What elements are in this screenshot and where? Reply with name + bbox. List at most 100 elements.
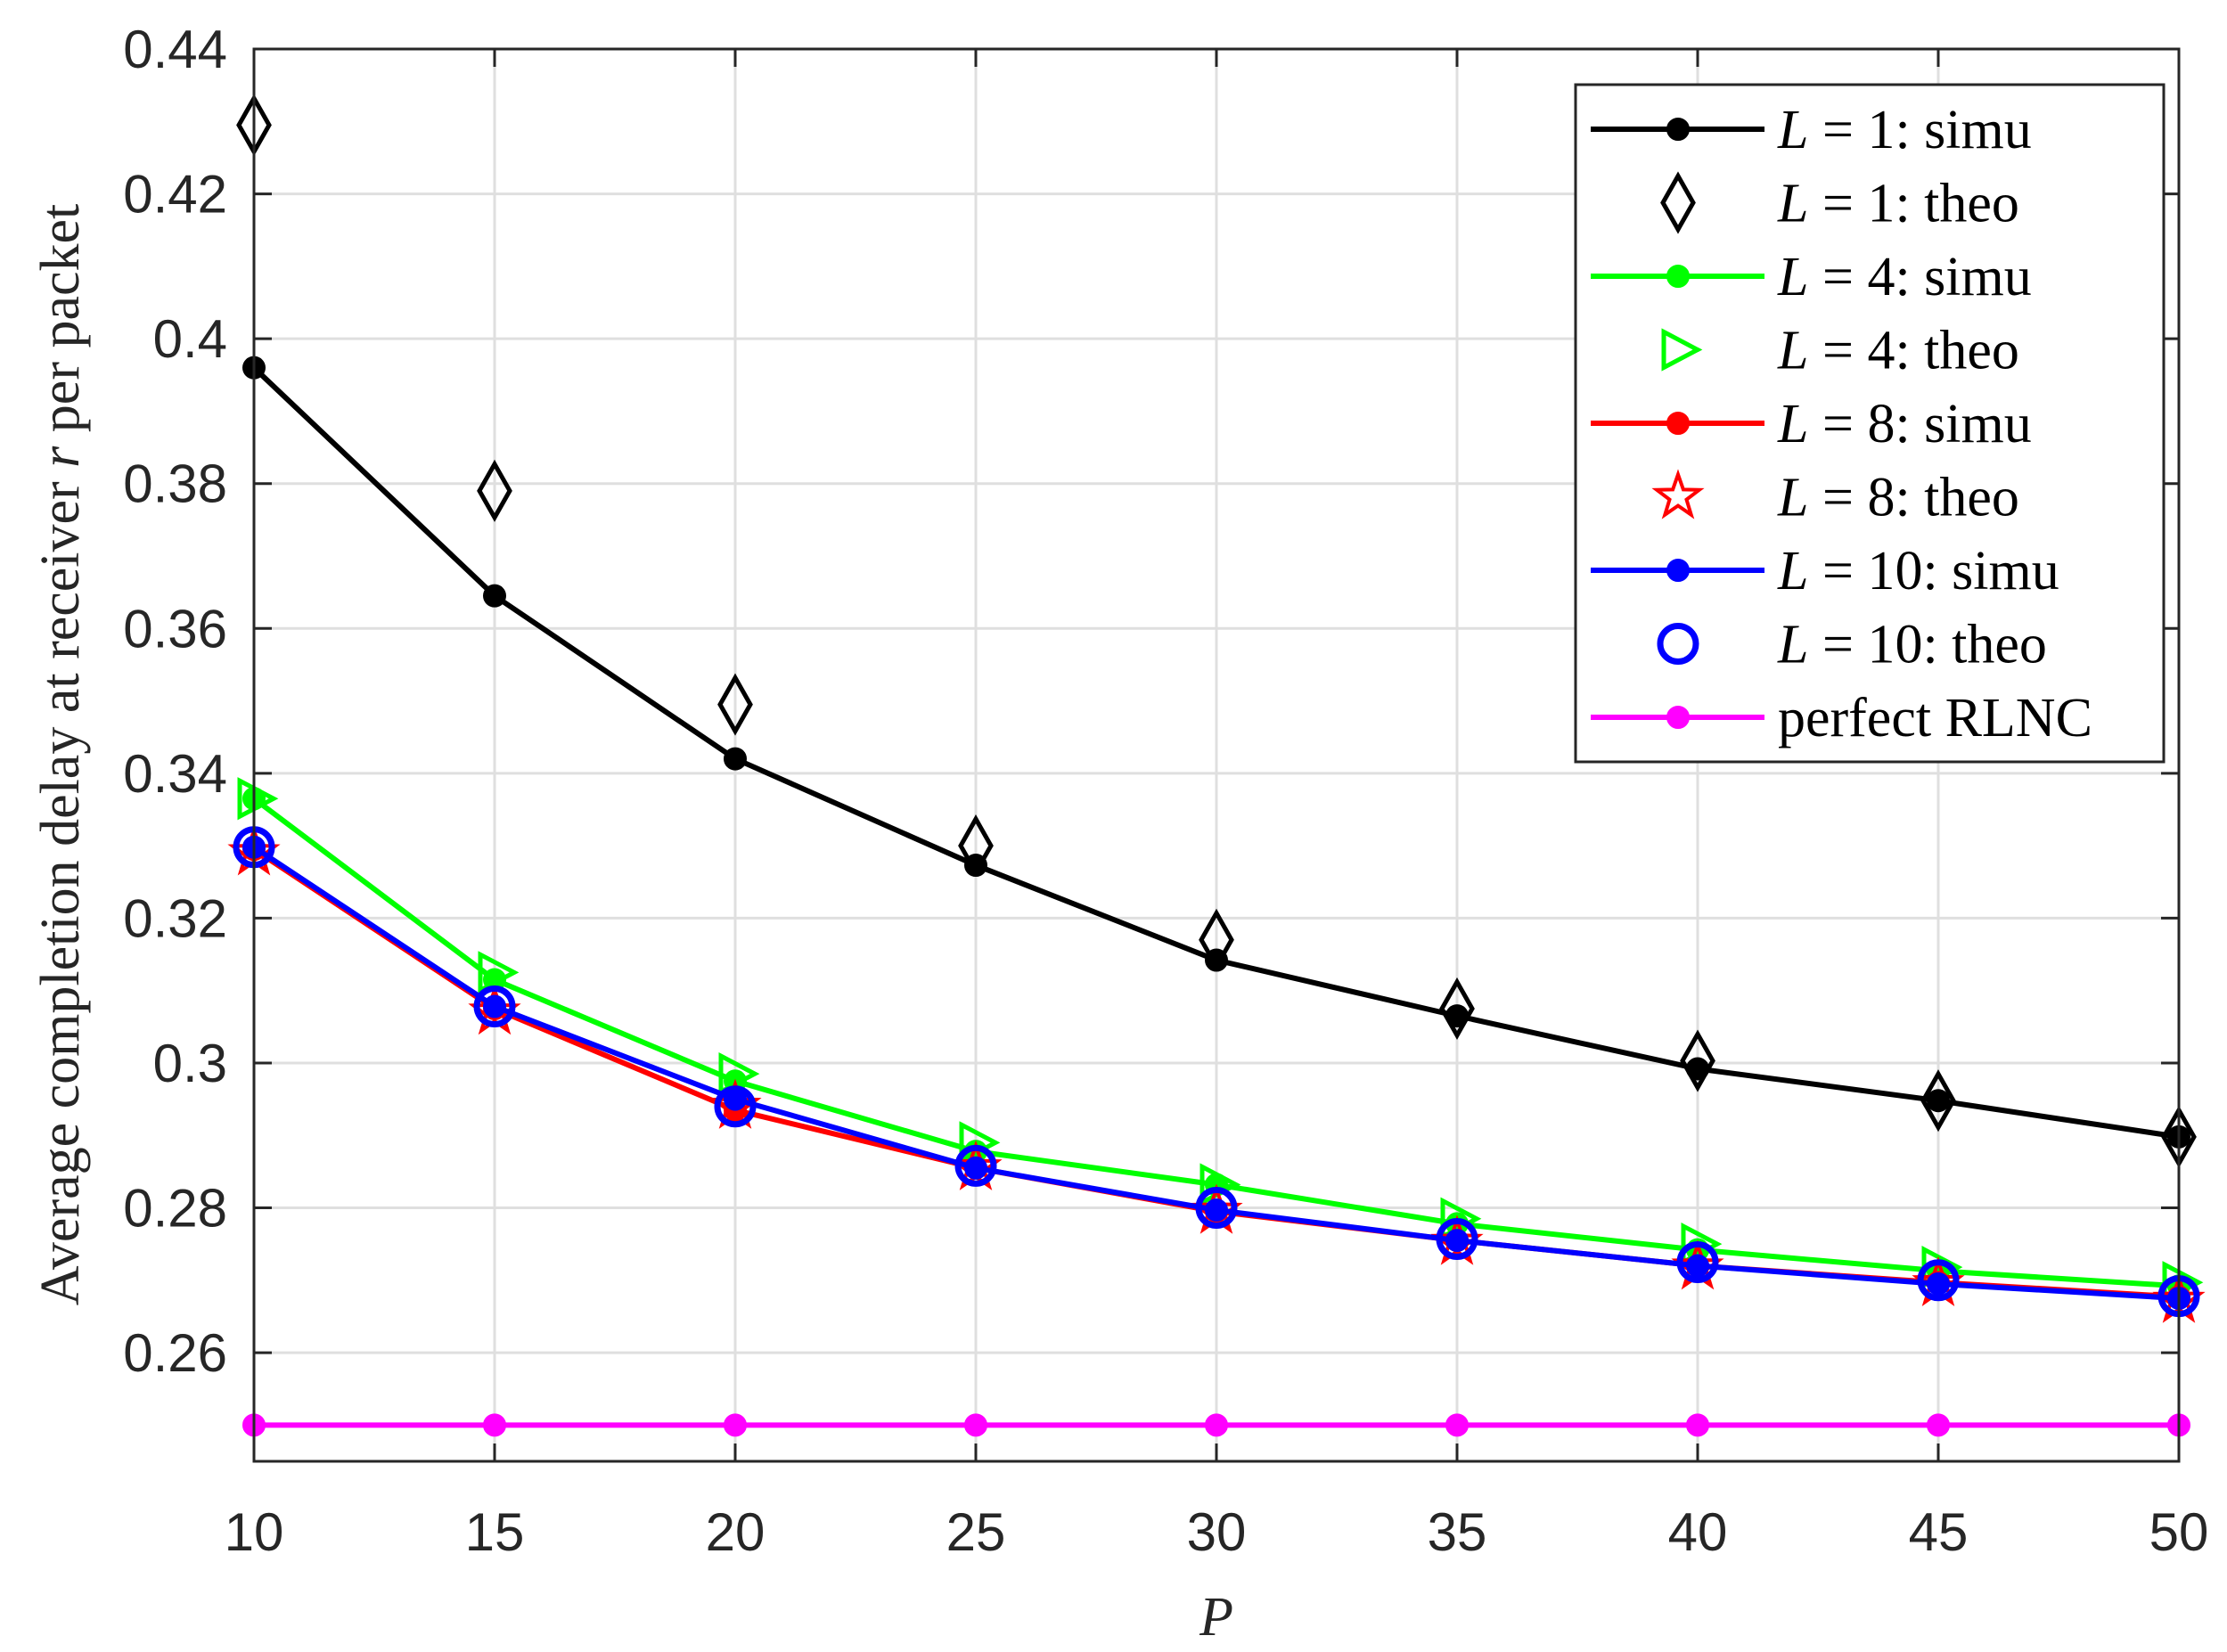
legend-label-rest: = 8: theo <box>1808 468 2018 528</box>
series-7-point <box>954 1144 997 1187</box>
y-tick-label: 0.28 <box>123 1179 227 1239</box>
series-6-point <box>1927 1272 1950 1296</box>
series-8-point <box>1445 1413 1469 1437</box>
series-8-point <box>964 1413 987 1437</box>
legend-label: L = 8: simu <box>1777 394 2032 454</box>
x-tick-label: 15 <box>465 1502 525 1562</box>
y-tick-label: 0.32 <box>123 888 227 948</box>
series-1-point <box>1680 1029 1715 1092</box>
legend-marker <box>1666 118 1690 141</box>
series-7 <box>233 826 2200 1318</box>
legend-entry-4: L = 8: simu <box>1591 394 2032 454</box>
x-tick-label: 30 <box>1187 1502 1247 1562</box>
x-tick-label: 40 <box>1668 1502 1728 1562</box>
x-tick-label: 35 <box>1428 1502 1487 1562</box>
legend-entry-3: L = 4: theo <box>1661 321 2019 381</box>
legend-label-rest: = 10: simu <box>1808 541 2059 601</box>
series-3-point <box>237 777 279 821</box>
series-8-point <box>1927 1413 1950 1437</box>
x-axis-title: P <box>1199 1587 1233 1648</box>
series-1-point <box>958 814 994 878</box>
series-8 <box>242 1413 2190 1437</box>
y-tick-label: 0.26 <box>123 1323 227 1383</box>
series-8-point <box>1686 1413 1709 1437</box>
series-7-point <box>714 1085 757 1128</box>
legend-marker <box>1666 559 1690 582</box>
series-8-point <box>1205 1413 1228 1437</box>
y-axis-title-var: r <box>30 446 91 468</box>
legend-label-rest: = 1: simu <box>1808 100 2031 160</box>
series-1-point <box>717 673 753 736</box>
x-tick-label: 50 <box>2149 1502 2209 1562</box>
legend-label-rest: perfect RLNC <box>1778 688 2092 748</box>
series-6-point <box>483 994 506 1018</box>
legend-label-var: L <box>1777 541 1808 601</box>
series-0-point <box>1927 1089 1950 1113</box>
legend-label-var: L <box>1777 321 1808 381</box>
legend-label-var: L <box>1777 174 1808 234</box>
legend-marker <box>1666 412 1690 435</box>
series-1-point <box>1199 908 1234 971</box>
series-6-point <box>1205 1198 1228 1222</box>
series-7-point <box>1676 1240 1719 1283</box>
y-tick-label: 0.4 <box>153 309 227 369</box>
legend-label-rest: = 4: simu <box>1808 247 2031 307</box>
legend-entry-6: L = 10: simu <box>1591 541 2059 601</box>
y-axis-title-pre: Average completion delay at receiver <box>30 468 91 1305</box>
legend-label: L = 10: simu <box>1777 541 2059 601</box>
series-3-point <box>718 1052 760 1096</box>
series-0-point <box>724 747 747 771</box>
y-axis-title: Average completion delay at receiver r p… <box>30 204 91 1306</box>
series-layer <box>227 94 2206 1437</box>
series-7-point <box>473 985 516 1028</box>
y-tick-label: 0.38 <box>123 454 227 514</box>
series-6-point <box>1445 1229 1469 1253</box>
y-tick-label: 0.3 <box>153 1034 227 1093</box>
legend-label: L = 10: theo <box>1777 615 2047 675</box>
legend-label-var: L <box>1777 247 1808 307</box>
series-3-point <box>478 951 520 994</box>
legend-label: L = 4: theo <box>1777 321 2019 381</box>
legend-label-rest: = 1: theo <box>1808 174 2018 234</box>
legend-entry-7: L = 10: theo <box>1657 615 2047 675</box>
legend-entry-2: L = 4: simu <box>1591 247 2032 307</box>
legend-label: L = 1: simu <box>1777 100 2032 160</box>
series-8-point <box>724 1413 747 1437</box>
x-tick-label: 20 <box>706 1502 766 1562</box>
series-7-point <box>1917 1259 1960 1302</box>
series-7-point <box>1195 1187 1238 1230</box>
legend-label-var: L <box>1777 468 1808 528</box>
x-tick-label: 10 <box>225 1502 284 1562</box>
legend-label-rest: = 8: simu <box>1808 394 2031 454</box>
series-8-point <box>483 1413 506 1437</box>
legend-label: perfect RLNC <box>1778 688 2092 748</box>
series-1-point <box>1439 977 1475 1041</box>
y-tick-label: 0.34 <box>123 744 227 804</box>
legend-label: L = 1: theo <box>1777 174 2019 234</box>
series-7-point <box>1436 1217 1478 1260</box>
legend-marker <box>1657 623 1699 665</box>
series-1-point <box>477 459 512 522</box>
legend-label-var: L <box>1777 394 1808 454</box>
series-1-point <box>1920 1069 1956 1133</box>
y-tick-label: 0.42 <box>123 165 227 225</box>
legend-marker <box>1666 706 1690 729</box>
y-axis-title-post: per packet <box>30 204 91 446</box>
y-tick-label: 0.44 <box>123 20 227 79</box>
series-0-point <box>483 584 506 608</box>
legend-label-rest: = 10: theo <box>1808 615 2046 675</box>
y-tick-label: 0.36 <box>123 599 227 658</box>
legend-label-var: L <box>1777 100 1808 160</box>
legend-entry-5: L = 8: theo <box>1651 468 2019 528</box>
legend-label-var: L <box>1777 615 1808 675</box>
legend-label: L = 4: simu <box>1777 247 2032 307</box>
series-6-point <box>1686 1254 1709 1278</box>
legend-entry-1: L = 1: theo <box>1660 171 2019 234</box>
series-6-point <box>964 1156 987 1180</box>
legend-marker <box>1660 171 1696 234</box>
x-tick-label: 25 <box>946 1502 1006 1562</box>
legend-label: L = 8: theo <box>1777 468 2019 528</box>
legend-entry-8: perfect RLNC <box>1591 688 2092 748</box>
